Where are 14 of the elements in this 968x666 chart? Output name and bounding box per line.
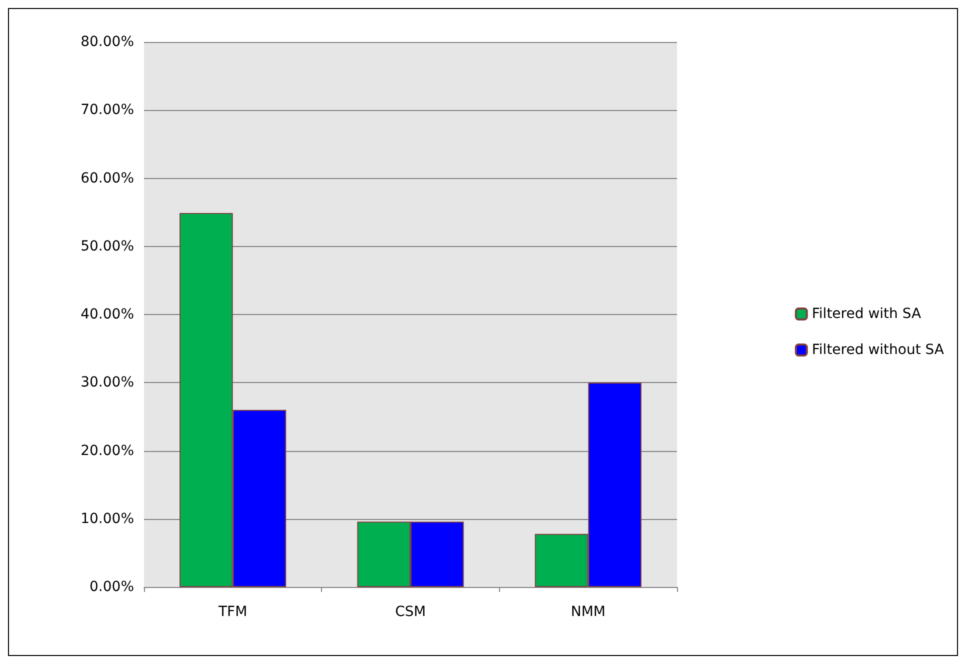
legend-label: Filtered with SA xyxy=(812,306,922,322)
y-tick-label: 80.00% xyxy=(80,34,134,50)
x-tick-label: TFM xyxy=(217,604,248,620)
y-tick-label: 20.00% xyxy=(80,442,134,459)
y-tick-label: 60.00% xyxy=(80,170,134,186)
y-tick-label: 0.00% xyxy=(90,579,134,595)
x-tick-label: CSM xyxy=(395,604,426,620)
y-tick-label: 30.00% xyxy=(80,374,134,391)
y-tick-label: 40.00% xyxy=(80,306,134,322)
y-tick-label: 70.00% xyxy=(80,102,134,118)
y-tick-label: 10.00% xyxy=(80,510,134,527)
y-tick-label: 50.00% xyxy=(80,238,134,254)
x-tick-label: NMM xyxy=(570,604,606,620)
legend-label: Filtered without SA xyxy=(812,342,944,358)
